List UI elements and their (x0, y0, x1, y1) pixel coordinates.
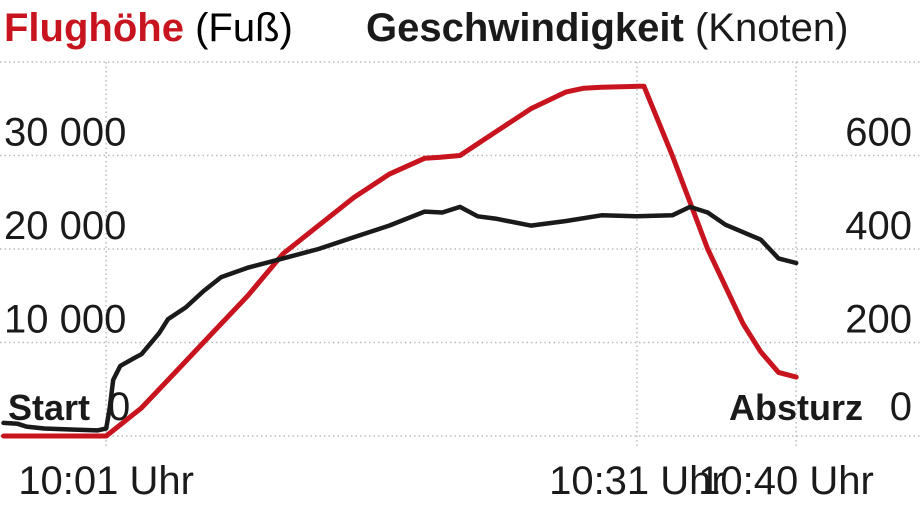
left-tick-label: 20 000 (4, 204, 126, 248)
right-tick-label: 200 (845, 298, 912, 342)
left-tick-label: 30 000 (4, 111, 126, 155)
left-tick-label: 10 000 (4, 298, 126, 342)
speed-title-label: Geschwindigkeit (366, 6, 684, 50)
right-tick-label: 0 (890, 385, 912, 429)
right-tick-label: 600 (845, 111, 912, 155)
left-tick-label: 0 (108, 385, 130, 429)
end-label: Absturz (729, 387, 863, 428)
altitude-title: Flughöhe (Fuß) (4, 4, 293, 52)
speed-title: Geschwindigkeit (Knoten) (366, 4, 848, 52)
x-tick-label: 10:01 Uhr (18, 459, 194, 503)
altitude-line (1, 83, 799, 439)
x-tick-label: 10:40 Uhr (698, 459, 874, 503)
altitude-title-label: Flughöhe (4, 6, 184, 50)
right-tick-label: 400 (845, 204, 912, 248)
start-label: Start (8, 387, 90, 428)
right-axis-ticks: 0 200 400 600 (845, 111, 912, 430)
speed-line (1, 204, 799, 433)
series-layer (1, 83, 799, 439)
x-tick-label: 10:31 Uhr (549, 459, 725, 503)
left-axis-ticks: 0 10 000 20 000 30 000 (4, 111, 130, 430)
speed-title-unit: (Knoten) (694, 6, 849, 50)
altitude-title-unit: (Fuß) (195, 6, 293, 50)
